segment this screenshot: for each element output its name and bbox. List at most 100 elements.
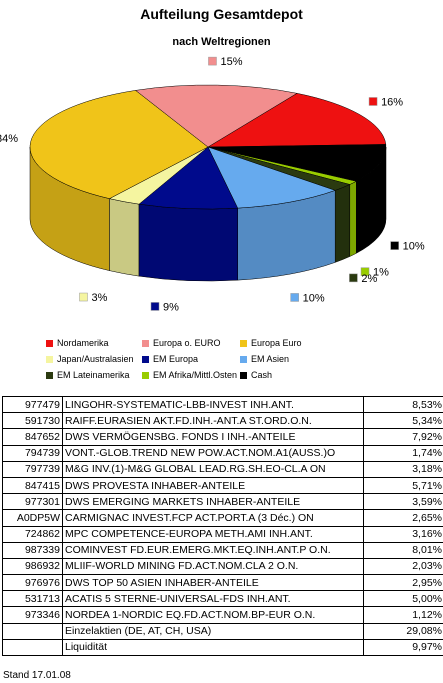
fund-name-cell: CARMIGNAC INVEST.FCP ACT.PORT.A (3 Déc.)… (62, 509, 364, 527)
legend-item: Japan/Australasien (46, 354, 134, 364)
legend-label: Cash (251, 370, 273, 380)
legend-swatch (46, 355, 53, 363)
pie-label-marker (390, 241, 399, 250)
weight-cell: 3,18% (363, 460, 443, 478)
legend-swatch (46, 339, 53, 347)
fund-name-cell: MLIIF-WORLD MINING FD.ACT.NOM.CLA 2 O.N. (62, 557, 364, 576)
weight-cell: 2,65% (363, 509, 443, 527)
legend-item: EM Afrika/Mittl.Osten (142, 370, 237, 380)
legend-item: Europa Euro (240, 338, 302, 348)
pie-slice-em-asien (207, 146, 336, 209)
isin-cell: 797739 (2, 460, 63, 478)
pie-label-marker (208, 56, 217, 66)
pie-label-group: 16% (368, 96, 403, 108)
pie-chart: 16% 10% 1%2% 10% 9% 3% 34% 15% (0, 56, 425, 313)
table-row: 591730 RAIFF.EURASIEN AKT.FD.INH.-ANT.A S… (2, 412, 443, 430)
legend-label: Europa Euro (251, 338, 302, 348)
pie-label-group: 3% (79, 292, 108, 304)
isin-cell: 847415 (2, 476, 63, 495)
isin-cell: 977479 (2, 395, 63, 414)
fund-name-cell: DWS EMERGING MARKETS INHABER-ANTEILE (62, 493, 364, 511)
isin-cell: 973346 (2, 606, 63, 624)
table-row: A0DP5W CARMIGNAC INVEST.FCP ACT.PORT.A (3… (2, 509, 443, 527)
fund-name-cell: DWS TOP 50 ASIEN INHABER-ANTEILE (62, 574, 364, 592)
weight-cell: 8,01% (363, 541, 443, 559)
isin-cell: 976976 (2, 574, 63, 592)
isin-cell: 531713 (2, 590, 63, 608)
pie-value-label: 16% (381, 96, 403, 108)
pie-label-marker (79, 292, 88, 302)
pie-value-label: 10% (303, 292, 325, 304)
table-row: Liquidität 9,97% (2, 638, 443, 657)
fund-name-cell: RAIFF.EURASIEN AKT.FD.INH.-ANT.A ST.ORD.… (62, 412, 364, 430)
table-row: 977479 LINGOHR-SYSTEMATIC-LBB-INVEST INH.… (2, 395, 443, 414)
isin-cell (2, 622, 63, 640)
table-row: 973346 NORDEA 1-NORDIC EQ.FD.ACT.NOM.BP-E… (2, 606, 443, 624)
pie-slice-cash (207, 144, 387, 182)
weight-cell: 3,16% (363, 525, 443, 543)
pie-value-label: 3% (91, 292, 107, 304)
pie-value-label: 9% (163, 301, 179, 313)
chart-subtitle: nach Weltregionen (172, 36, 271, 48)
weight-cell: 9,97% (363, 638, 443, 657)
legend-label: EM Europa (153, 354, 199, 364)
weight-cell: 5,00% (363, 590, 443, 608)
fund-name-cell: DWS PROVESTA INHABER-ANTEILE (62, 476, 364, 495)
isin-cell: 724862 (2, 525, 63, 543)
legend-label: EM Afrika/Mittl.Osten (153, 370, 238, 380)
fund-name-cell: LINGOHR-SYSTEMATIC-LBB-INVEST INH.ANT. (62, 395, 364, 414)
fund-name-cell: COMINVEST FD.EUR.EMERG.MKT.EQ.INH.ANT.P … (62, 541, 364, 559)
pie-label-group: 1% (360, 267, 389, 279)
pie-value-label: 2% (361, 273, 377, 285)
fund-name-cell: MPC COMPETENCE-EUROPA METH.AMI INH.ANT. (62, 525, 364, 543)
weight-cell: 5,71% (363, 476, 443, 495)
pie-slice-em-europa (138, 146, 239, 210)
weight-cell: 7,92% (363, 428, 443, 446)
holdings-table: 977479 LINGOHR-SYSTEMATIC-LBB-INVEST INH.… (2, 395, 443, 657)
fund-name-cell: M&G INV.(1)-M&G GLOBAL LEAD.RG.SH.EO-CL.… (62, 460, 364, 478)
table-row: 987339 COMINVEST FD.EUR.EMERG.MKT.EQ.INH.… (2, 541, 443, 559)
legend-label: EM Lateinamerika (57, 370, 130, 380)
legend-item: Cash (240, 370, 272, 380)
fund-name-cell: DWS VERMÖGENSBG. FONDS I INH.-ANTEILE (62, 428, 364, 446)
legend-item: EM Europa (142, 354, 198, 364)
pie-label-group: 2% (349, 273, 378, 285)
legend-item: Europa o. EURO (142, 338, 221, 348)
table-row: 724862 MPC COMPETENCE-EUROPA METH.AMI INH… (2, 525, 443, 543)
stand-date: Stand 17.01.08 (3, 670, 71, 681)
weight-cell: 8,53% (363, 395, 443, 414)
weight-cell: 1,12% (363, 606, 443, 624)
table-row: 976976 DWS TOP 50 ASIEN INHABER-ANTEILE 2,… (2, 574, 443, 592)
table-row: 977301 DWS EMERGING MARKETS INHABER-ANTEI… (2, 493, 443, 511)
pie-label-marker (290, 293, 299, 302)
weight-cell: 3,59% (363, 493, 443, 511)
legend-label: Japan/Australasien (57, 354, 134, 364)
legend-label: Nordamerika (57, 338, 109, 348)
legend-swatch (142, 371, 149, 379)
legend-item: EM Asien (240, 354, 289, 364)
pie-slice-europa-o-euro (134, 84, 298, 148)
pie-value-label: 34% (0, 133, 18, 145)
fund-name-cell: NORDEA 1-NORDIC EQ.FD.ACT.NOM.BP-EUR O.N… (62, 606, 364, 624)
isin-cell: 987339 (2, 541, 63, 559)
pie-label-marker (360, 267, 370, 276)
legend-swatch (142, 339, 149, 347)
legend-item: Nordamerika (46, 338, 109, 348)
legend-swatch (142, 355, 149, 363)
pie-side-japan-australasien (109, 198, 140, 277)
isin-cell (2, 638, 63, 657)
table-row: 794739 VONT.-GLOB.TREND NEW POW.ACT.NOM.A… (2, 444, 443, 462)
weight-cell: 2,95% (363, 574, 443, 592)
pie-label-marker (368, 97, 378, 106)
pie-label-group: 10% (290, 292, 325, 304)
pie-label-marker (150, 302, 160, 311)
pie-side-em-europa (138, 203, 238, 282)
pie-slice-europa-euro (29, 90, 209, 199)
legend-label: EM Asien (251, 354, 290, 364)
fund-name-cell: ACATIS 5 STERNE-UNIVERSAL-FDS INH.ANT. (62, 590, 364, 608)
legend-swatch (240, 355, 247, 363)
isin-cell: 986932 (2, 557, 63, 576)
isin-cell: 794739 (2, 444, 63, 462)
isin-cell: A0DP5W (2, 509, 63, 527)
pie-slice-nordamerika (207, 93, 387, 148)
